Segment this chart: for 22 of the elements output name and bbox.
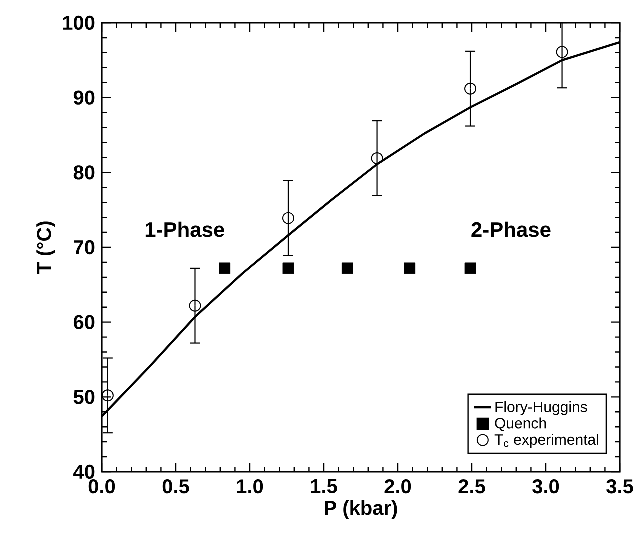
x-tick-label: 1.5 (311, 480, 338, 494)
legend-label: Flory-Huggins (496, 401, 588, 416)
y-tick-label: 40 (74, 464, 95, 480)
x-tick-label: 2.5 (458, 480, 486, 494)
y-tick-label: 60 (74, 315, 95, 330)
y-tick-label: 100 (63, 16, 95, 30)
x-tick-label: 3.5 (606, 480, 634, 494)
x-tick-label: 0.0 (88, 480, 116, 494)
x-tick-label: 3.0 (532, 480, 560, 494)
annotation: 2-Phase (472, 222, 551, 238)
x-tick-label: 1.0 (237, 480, 264, 494)
y-axis-title: T (°C) (36, 222, 56, 274)
y-tick-label: 80 (74, 166, 95, 180)
annotation: 1-Phase (146, 222, 224, 238)
x-tick-label: 2.0 (384, 480, 412, 494)
y-tick-label: 50 (74, 390, 95, 404)
legend-label: Quench (495, 418, 546, 432)
y-tick-label: 70 (74, 240, 95, 255)
y-tick-label: 90 (74, 90, 95, 105)
legend-label: T$_{c}$ experimental (494, 434, 598, 448)
x-axis-title: P (kbar) (325, 500, 398, 520)
x-tick-label: 0.5 (162, 480, 190, 494)
